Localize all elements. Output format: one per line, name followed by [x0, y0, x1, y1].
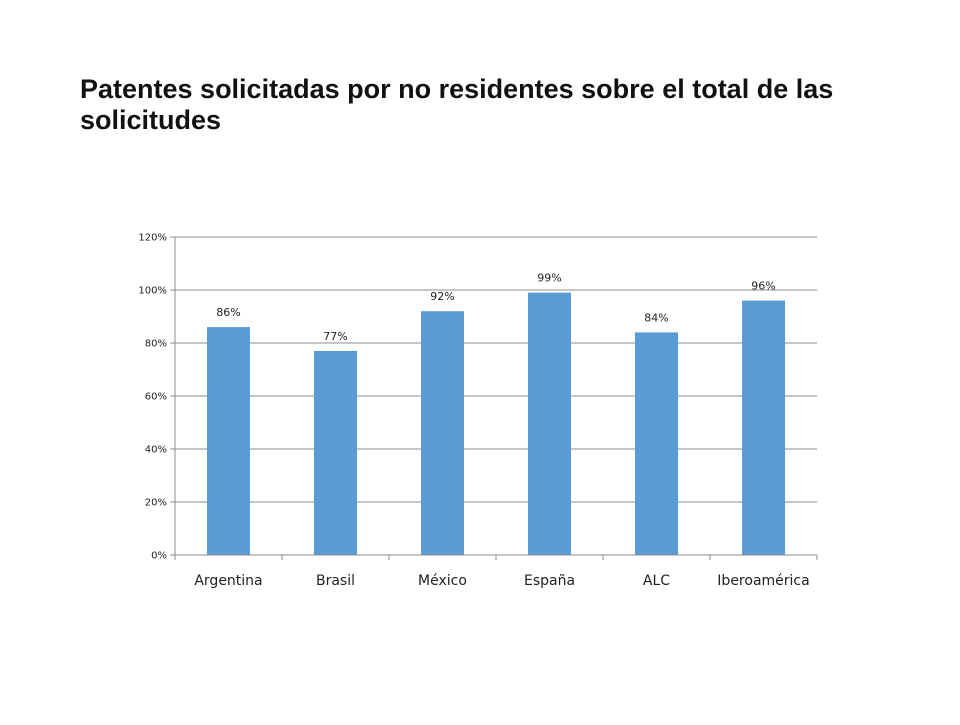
gridlines: [175, 236, 817, 503]
category-label: Iberoamérica: [717, 573, 809, 589]
data-label: 77%: [323, 330, 347, 343]
category-label: ALC: [643, 573, 670, 589]
y-tick-label: 120%: [138, 233, 167, 244]
y-tick-label: 0%: [151, 551, 167, 562]
category-label: España: [524, 573, 575, 589]
slide-title: Patentes solicitadas por no residentes s…: [80, 74, 834, 135]
data-label: 86%: [216, 306, 240, 319]
bars: [207, 292, 785, 555]
data-label: 99%: [537, 272, 561, 285]
bar: [314, 350, 357, 555]
y-tick-label: 20%: [145, 498, 167, 509]
category-label: México: [418, 573, 467, 589]
y-tick-label: 100%: [138, 286, 167, 297]
labels: 0% 20% 40% 60% 80% 100% 120% 86% Argentina 77% Bra…: [138, 233, 809, 590]
bar: [635, 332, 678, 555]
category-label: Brasil: [316, 573, 355, 589]
y-tick-label: 60%: [145, 392, 167, 403]
data-label: 96%: [751, 280, 775, 293]
data-label: 92%: [430, 290, 454, 303]
category-label: Argentina: [194, 573, 262, 589]
y-tick-label: 40%: [145, 445, 167, 456]
bar: [528, 292, 571, 555]
bar: [207, 327, 250, 555]
data-label: 84%: [644, 311, 668, 324]
y-tick-label: 80%: [145, 339, 167, 350]
bar: [421, 311, 464, 555]
axes: [170, 236, 818, 560]
bar: [742, 300, 785, 555]
